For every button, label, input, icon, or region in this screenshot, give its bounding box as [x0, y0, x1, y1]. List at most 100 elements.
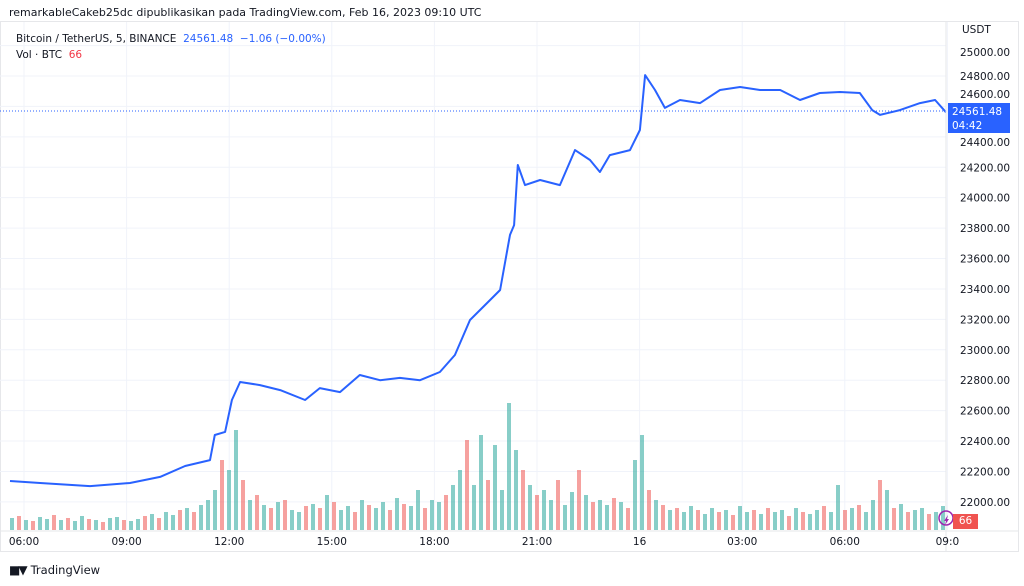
volume-bar: [367, 505, 371, 530]
time-tick-label: 06:00: [830, 536, 860, 548]
volume-bar: [52, 515, 56, 530]
volume-bar: [388, 510, 392, 530]
volume-bar: [311, 504, 315, 530]
volume-bars: [10, 403, 945, 530]
volume-bar: [241, 480, 245, 530]
volume-bar: [563, 505, 567, 530]
brand-name: TradingView: [30, 563, 101, 577]
price-line: [9, 74, 947, 488]
volume-bar: [101, 522, 105, 530]
volume-bar: [836, 485, 840, 530]
publish-info: remarkableCakeb25dc dipublikasikan pada …: [9, 6, 482, 19]
price-tick-label: 23000.00: [960, 345, 1010, 357]
volume-bar: [220, 460, 224, 530]
volume-bar: [584, 495, 588, 530]
volume-bar: [129, 521, 133, 530]
volume-bar: [395, 498, 399, 530]
volume-bar: [192, 512, 196, 530]
price-tick-label: 22800.00: [960, 375, 1010, 387]
price-tick-label: 24200.00: [960, 162, 1010, 174]
volume-bar: [346, 506, 350, 530]
volume-bar: [402, 504, 406, 530]
volume-bar: [535, 495, 539, 530]
price-tick-label: 23600.00: [960, 254, 1010, 266]
current-price-tag: 24561.48 04:42: [948, 103, 1010, 133]
tradingview-logo-icon: ■▼: [9, 563, 28, 577]
price-tick-label: 24000.00: [960, 193, 1010, 205]
volume-bar: [24, 520, 28, 530]
volume-bar: [619, 502, 623, 530]
volume-bar: [66, 518, 70, 530]
time-tick-label: 12:00: [214, 536, 244, 548]
volume-bar: [318, 508, 322, 530]
price-tick-label: 23800.00: [960, 223, 1010, 235]
volume-label[interactable]: Vol · BTC: [16, 49, 63, 61]
volume-bar: [493, 445, 497, 530]
tradingview-brand[interactable]: ■▼ TradingView: [9, 563, 100, 577]
chart-frame: [0, 21, 1019, 552]
volume-bar: [514, 450, 518, 530]
volume-bar: [759, 514, 763, 530]
volume-bar: [45, 519, 49, 530]
price-tick-label: 25000.00: [960, 47, 1010, 59]
price-change: −1.06 (−0.00%): [239, 33, 326, 45]
volume-bar: [654, 500, 658, 530]
volume-bar: [612, 498, 616, 530]
volume-bar: [227, 470, 231, 530]
volume-bar: [843, 510, 847, 530]
volume-bar: [885, 490, 889, 530]
price-tick-label: 23200.00: [960, 314, 1010, 326]
volume-bar: [710, 508, 714, 530]
time-axis: 06:00 09:00 12:00 15:00 18:00 21:00 16 03:00 06:…: [9, 536, 959, 548]
volume-bar: [598, 500, 602, 530]
volume-bar: [801, 512, 805, 530]
volume-bar: [871, 500, 875, 530]
price-tick-label: 22400.00: [960, 436, 1010, 448]
volume-bar: [38, 517, 42, 530]
volume-bar: [325, 495, 329, 530]
symbol-row: Bitcoin / TetherUS, 5, BINANCE 24561.48 …: [16, 31, 326, 47]
volume-bar: [752, 510, 756, 530]
volume-bar: [262, 505, 266, 530]
volume-bar: [682, 512, 686, 530]
volume-bar: [920, 508, 924, 530]
currency-label[interactable]: USDT: [962, 24, 991, 36]
volume-bar: [73, 521, 77, 530]
volume-bar: [808, 514, 812, 530]
volume-bar: [360, 500, 364, 530]
volume-bar: [647, 490, 651, 530]
volume-bar: [171, 515, 175, 530]
time-tick-label: 15:00: [317, 536, 347, 548]
volume-bar: [913, 510, 917, 530]
volume-bar: [626, 508, 630, 530]
volume-bar: [381, 502, 385, 530]
volume-bar: [773, 512, 777, 530]
volume-bar: [549, 500, 553, 530]
volume-bar: [150, 514, 154, 530]
volume-bar: [248, 500, 252, 530]
volume-bar: [157, 518, 161, 530]
current-price: 24561.48: [952, 106, 1003, 118]
price-tick-label: 24400.00: [960, 137, 1010, 149]
price-axis: 25000.00 24800.00 24600.00 24400.00 24200.00…: [960, 47, 1010, 509]
volume-bar: [605, 505, 609, 530]
time-tick-label: 03:00: [727, 536, 757, 548]
volume-bar: [640, 435, 644, 530]
volume-bar: [542, 490, 546, 530]
volume-bar: [521, 470, 525, 530]
volume-bar: [304, 506, 308, 530]
volume-bar: [766, 508, 770, 530]
volume-bar: [437, 502, 441, 530]
volume-bar: [570, 492, 574, 530]
symbol-name[interactable]: Bitcoin / TetherUS, 5, BINANCE: [16, 33, 177, 45]
volume-bar: [899, 504, 903, 530]
time-tick-label: 09:00: [111, 536, 141, 548]
bar-countdown: 04:42: [952, 120, 983, 132]
volume-bar: [794, 508, 798, 530]
volume-bar: [332, 502, 336, 530]
volume-bar: [703, 514, 707, 530]
volume-bar: [115, 517, 119, 530]
volume-bar: [857, 505, 861, 530]
time-tick-label: 21:00: [522, 536, 552, 548]
